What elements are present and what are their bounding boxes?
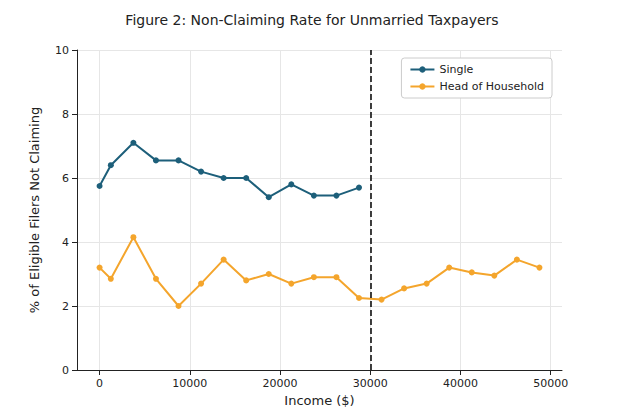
- svg-text:30000: 30000: [353, 377, 388, 390]
- svg-text:Single: Single: [439, 63, 473, 76]
- svg-text:40000: 40000: [443, 377, 478, 390]
- svg-text:20000: 20000: [263, 377, 298, 390]
- svg-text:2: 2: [62, 300, 69, 313]
- svg-text:50000: 50000: [533, 377, 568, 390]
- svg-text:0: 0: [96, 377, 103, 390]
- svg-text:6: 6: [62, 172, 69, 185]
- svg-text:0: 0: [62, 364, 69, 377]
- svg-text:Head of Household: Head of Household: [439, 80, 544, 93]
- svg-text:Figure 2: Non-Claiming Rate fo: Figure 2: Non-Claiming Rate for Unmarrie…: [125, 12, 498, 28]
- svg-text:Income ($): Income ($): [284, 393, 354, 408]
- svg-text:4: 4: [62, 236, 69, 249]
- svg-text:% of Eligible Filers Not Claim: % of Eligible Filers Not Claiming: [27, 107, 42, 313]
- svg-text:8: 8: [62, 108, 69, 121]
- svg-text:10: 10: [55, 44, 69, 57]
- svg-text:10000: 10000: [172, 377, 207, 390]
